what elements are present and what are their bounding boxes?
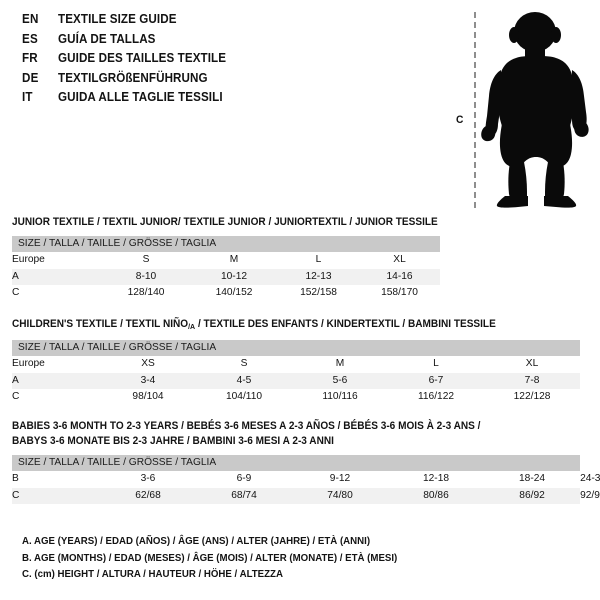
- cell: XS: [100, 356, 196, 373]
- section-title-children: CHILDREN'S TEXTILE / TEXTIL NIÑO/A / TEX…: [12, 317, 552, 334]
- section-title-subscript: /A: [188, 322, 196, 331]
- cell: 98/104: [100, 389, 196, 406]
- cell: XL: [359, 252, 441, 269]
- cell: 4-5: [196, 372, 292, 389]
- table-row: C 62/68 68/74 74/80 80/86 86/92 92/98: [12, 487, 600, 504]
- row-label: C: [12, 487, 100, 504]
- table-children: SIZE / TALLA / TAILLE / GRÖSSE / TAGLIA …: [12, 340, 581, 406]
- legend-line-c: C. (cm) HEIGHT / ALTURA / HAUTEUR / HÖHE…: [22, 569, 283, 580]
- row-label: Europe: [12, 252, 102, 269]
- band-label: SIZE / TALLA / TAILLE / GRÖSSE / TAGLIA: [12, 236, 441, 252]
- section-junior: JUNIOR TEXTILE / TEXTIL JUNIOR/ TEXTILE …: [12, 215, 441, 302]
- row-label: B: [12, 471, 100, 488]
- section-title-babies-line1: BABIES 3-6 MONTH TO 2-3 YEARS / BEBÉS 3-…: [12, 420, 481, 432]
- band-label: SIZE / TALLA / TAILLE / GRÖSSE / TAGLIA: [12, 455, 581, 471]
- cell: 110/116: [292, 389, 388, 406]
- cell: 152/158: [278, 285, 359, 302]
- table-babies: SIZE / TALLA / TAILLE / GRÖSSE / TAGLIA …: [12, 455, 600, 504]
- language-row-en: EN TEXTILE SIZE GUIDE: [22, 12, 442, 32]
- cell: 14-16: [359, 268, 441, 285]
- cell: 68/74: [196, 487, 292, 504]
- section-title-junior: JUNIOR TEXTILE / TEXTIL JUNIOR/ TEXTILE …: [12, 216, 438, 228]
- table-row: C 98/104 104/110 110/116 116/122 122/128: [12, 389, 581, 406]
- legend-line-a: A. AGE (YEARS) / EDAD (AÑOS) / ÂGE (ANS)…: [22, 536, 371, 547]
- language-row-fr: FR GUIDE DES TAILLES TEXTILE: [22, 51, 442, 71]
- height-measure-figure: C: [448, 8, 598, 208]
- table-row: A 3-4 4-5 5-6 6-7 7-8: [12, 372, 581, 389]
- language-code: DE: [22, 70, 39, 85]
- cell: 6-9: [196, 471, 292, 488]
- row-label: C: [12, 389, 100, 406]
- guide-title: TEXTILE SIZE GUIDE: [58, 12, 177, 26]
- table-header-band: SIZE / TALLA / TAILLE / GRÖSSE / TAGLIA: [12, 340, 581, 356]
- table-row: C 128/140 140/152 152/158 158/170: [12, 285, 441, 302]
- cell: M: [292, 356, 388, 373]
- guide-title: GUÍA DE TALLAS: [58, 31, 156, 46]
- cell: 116/122: [388, 389, 484, 406]
- cell: 104/110: [196, 389, 292, 406]
- language-code: ES: [22, 31, 38, 46]
- height-dashed-line: [474, 12, 476, 208]
- language-code: EN: [22, 12, 39, 26]
- cell: 74/80: [292, 487, 388, 504]
- table-row: Europe S M L XL: [12, 252, 441, 269]
- language-title-block: EN TEXTILE SIZE GUIDE ES GUÍA DE TALLAS …: [22, 12, 442, 110]
- table-header-band: SIZE / TALLA / TAILLE / GRÖSSE / TAGLIA: [12, 236, 441, 252]
- guide-title: TEXTILGRÖßENFÜHRUNG: [58, 70, 208, 85]
- language-row-it: IT GUIDA ALLE TAGLIE TESSILI: [22, 90, 442, 110]
- cell: S: [196, 356, 292, 373]
- section-title-babies-line2: BABYS 3-6 MONATE BIS 2-3 JAHRE / BAMBINI…: [12, 435, 334, 447]
- row-label: A: [12, 372, 100, 389]
- cell: 80/86: [388, 487, 484, 504]
- language-code: IT: [22, 90, 33, 104]
- cell: 122/128: [484, 389, 581, 406]
- cell: 5-6: [292, 372, 388, 389]
- section-children: CHILDREN'S TEXTILE / TEXTIL NIÑO/A / TEX…: [12, 317, 581, 406]
- cell: 158/170: [359, 285, 441, 302]
- guide-title: GUIDA ALLE TAGLIE TESSILI: [58, 90, 223, 104]
- cell: 18-24: [484, 471, 581, 488]
- language-row-de: DE TEXTILGRÖßENFÜHRUNG: [22, 71, 442, 91]
- guide-title: GUIDE DES TAILLES TEXTILE: [58, 51, 227, 65]
- table-row: B 3-6 6-9 9-12 12-18 18-24 24-36: [12, 471, 600, 488]
- language-row-es: ES GUÍA DE TALLAS: [22, 32, 442, 52]
- cell: 9-12: [292, 471, 388, 488]
- language-code: FR: [22, 51, 38, 65]
- table-junior: SIZE / TALLA / TAILLE / GRÖSSE / TAGLIA …: [12, 236, 441, 302]
- section-title-rest: / TEXTILE DES ENFANTS / KINDERTEXTIL / B…: [195, 318, 496, 330]
- cell: L: [388, 356, 484, 373]
- cell: 3-6: [100, 471, 196, 488]
- cell: L: [278, 252, 359, 269]
- cell: 10-12: [190, 268, 278, 285]
- table-row: A 8-10 10-12 12-13 14-16: [12, 268, 441, 285]
- row-label: Europe: [12, 356, 100, 373]
- section-babies: BABIES 3-6 MONTH TO 2-3 YEARS / BEBÉS 3-…: [12, 419, 600, 504]
- cell: 3-4: [100, 372, 196, 389]
- band-label: SIZE / TALLA / TAILLE / GRÖSSE / TAGLIA: [12, 340, 581, 356]
- table-header-band: SIZE / TALLA / TAILLE / GRÖSSE / TAGLIA: [12, 455, 581, 471]
- cell: 128/140: [102, 285, 190, 302]
- cell: M: [190, 252, 278, 269]
- child-silhouette-icon: [478, 12, 596, 208]
- row-label: A: [12, 268, 102, 285]
- cell: S: [102, 252, 190, 269]
- cell: 12-13: [278, 268, 359, 285]
- cell: 140/152: [190, 285, 278, 302]
- cell: XL: [484, 356, 581, 373]
- cell: 6-7: [388, 372, 484, 389]
- cell: 62/68: [100, 487, 196, 504]
- section-title-main: CHILDREN'S TEXTILE / TEXTIL NIÑO: [12, 318, 189, 330]
- table-row: Europe XS S M L XL: [12, 356, 581, 373]
- row-label: C: [12, 285, 102, 302]
- cell: 7-8: [484, 372, 581, 389]
- legend-block: A. AGE (YEARS) / EDAD (AÑOS) / ÂGE (ANS)…: [22, 534, 417, 584]
- cell: 12-18: [388, 471, 484, 488]
- measure-label-c: C: [456, 114, 464, 126]
- legend-line-b: B. AGE (MONTHS) / EDAD (MESES) / ÂGE (MO…: [22, 552, 398, 564]
- cell: 86/92: [484, 487, 581, 504]
- cell: 8-10: [102, 268, 190, 285]
